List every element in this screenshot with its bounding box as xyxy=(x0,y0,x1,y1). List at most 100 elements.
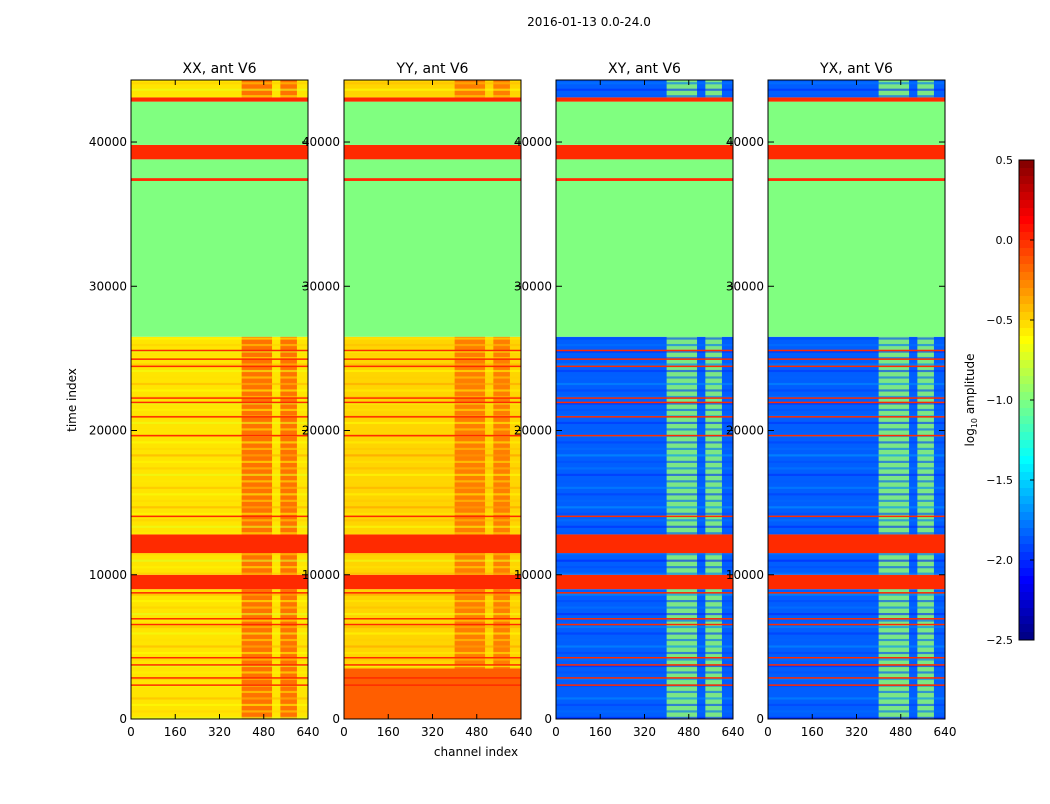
red-time-line xyxy=(131,623,308,626)
red-time-line xyxy=(344,434,521,437)
red-time-line xyxy=(768,618,945,620)
hot-channel-band xyxy=(241,553,273,575)
time-row-stripe xyxy=(556,593,733,596)
time-row-stripe xyxy=(768,454,945,457)
x-tick-label: 320 xyxy=(633,725,656,739)
time-row-stripe xyxy=(344,441,521,444)
y-tick-label: 40000 xyxy=(514,135,552,149)
red-time-line xyxy=(344,358,521,360)
colorbar-segment xyxy=(1019,208,1034,217)
time-row-stripe xyxy=(344,566,521,569)
colorbar-tick-label: −0.5 xyxy=(986,314,1013,327)
red-time-line xyxy=(344,515,521,518)
red-time-line xyxy=(131,358,308,360)
time-row-stripe xyxy=(131,559,308,562)
colorbar-segment xyxy=(1019,280,1034,289)
colorbar-segment xyxy=(1019,360,1034,369)
time-row-stripe xyxy=(556,638,733,642)
time-row-stripe xyxy=(768,566,945,569)
time-row-stripe xyxy=(344,395,521,399)
time-row-stripe xyxy=(556,376,733,379)
time-band xyxy=(344,178,521,181)
time-row-stripe xyxy=(344,343,521,347)
time-band xyxy=(556,159,733,179)
time-row-stripe xyxy=(131,658,308,661)
time-row-stripe xyxy=(131,690,308,694)
red-time-line xyxy=(768,397,945,399)
y-tick-label: 20000 xyxy=(89,424,127,438)
time-row-stripe xyxy=(344,593,521,596)
colorbar-label: log10 amplitude xyxy=(963,354,979,447)
time-band xyxy=(131,97,308,102)
y-tick-label: 10000 xyxy=(89,568,127,582)
time-row-stripe xyxy=(131,532,308,535)
time-row-stripe xyxy=(344,638,521,642)
colorbar-segment xyxy=(1019,264,1034,273)
red-time-line xyxy=(556,656,733,659)
red-time-line xyxy=(344,618,521,620)
time-row-stripe xyxy=(131,612,308,616)
red-time-line xyxy=(768,515,945,518)
time-band xyxy=(131,159,308,179)
colorbar-segment xyxy=(1019,320,1034,329)
time-row-stripe xyxy=(344,402,521,405)
red-time-line xyxy=(344,365,521,368)
time-row-stripe xyxy=(556,512,733,515)
colorbar-segment xyxy=(1019,440,1034,449)
time-band xyxy=(556,534,733,554)
time-row-stripe xyxy=(131,467,308,470)
time-row-stripe xyxy=(131,350,308,353)
time-row-stripe xyxy=(768,467,945,470)
time-row-stripe xyxy=(768,606,945,609)
time-row-stripe xyxy=(131,525,308,528)
time-row-stripe xyxy=(556,525,733,528)
red-time-line xyxy=(131,416,308,418)
time-row-stripe xyxy=(556,350,733,353)
time-band xyxy=(768,180,945,337)
time-row-stripe xyxy=(131,363,308,366)
time-row-stripe xyxy=(344,606,521,609)
time-row-stripe xyxy=(344,493,521,496)
colorbar-segment xyxy=(1019,216,1034,225)
time-row-stripe xyxy=(344,460,521,463)
colorbar-segment xyxy=(1019,232,1034,241)
colorbar-tick-label: 0.5 xyxy=(996,154,1014,167)
time-row-stripe xyxy=(556,493,733,496)
time-row-stripe xyxy=(344,337,521,340)
time-band xyxy=(768,97,945,102)
red-time-line xyxy=(131,349,308,352)
time-row-stripe xyxy=(344,619,521,622)
time-row-stripe xyxy=(768,671,945,674)
red-time-line xyxy=(556,434,733,437)
time-row-stripe xyxy=(556,441,733,444)
time-row-stripe xyxy=(768,441,945,444)
red-time-line xyxy=(131,515,308,518)
colorbar-segment xyxy=(1019,416,1034,425)
heatmap-panel: XY, ant V6 0 160 320 480 640 0 10000 20000 30000 4… xyxy=(514,61,745,739)
time-row-stripe xyxy=(768,350,945,353)
time-row-stripe xyxy=(344,369,521,373)
colorbar-segment xyxy=(1019,520,1034,529)
time-band xyxy=(556,101,733,145)
time-row-stripe xyxy=(556,473,733,476)
time-row-stripe xyxy=(344,467,521,470)
colorbar-segment xyxy=(1019,456,1034,465)
red-time-line xyxy=(344,677,521,679)
time-row-stripe xyxy=(556,88,733,91)
time-row-stripe xyxy=(344,428,521,431)
time-band xyxy=(344,180,521,337)
red-time-line xyxy=(131,434,308,437)
time-row-stripe xyxy=(131,337,308,340)
time-row-stripe xyxy=(131,454,308,457)
y-tick-label: 40000 xyxy=(302,135,340,149)
time-row-stripe xyxy=(768,473,945,476)
x-tick-label: 640 xyxy=(297,725,320,739)
time-row-stripe xyxy=(768,645,945,648)
colorbar-segment xyxy=(1019,624,1034,633)
colorbar-segment xyxy=(1019,248,1034,257)
x-tick-label: 640 xyxy=(510,725,533,739)
time-row-stripe xyxy=(131,376,308,379)
time-row-stripe xyxy=(344,632,521,635)
time-row-stripe xyxy=(344,363,521,366)
